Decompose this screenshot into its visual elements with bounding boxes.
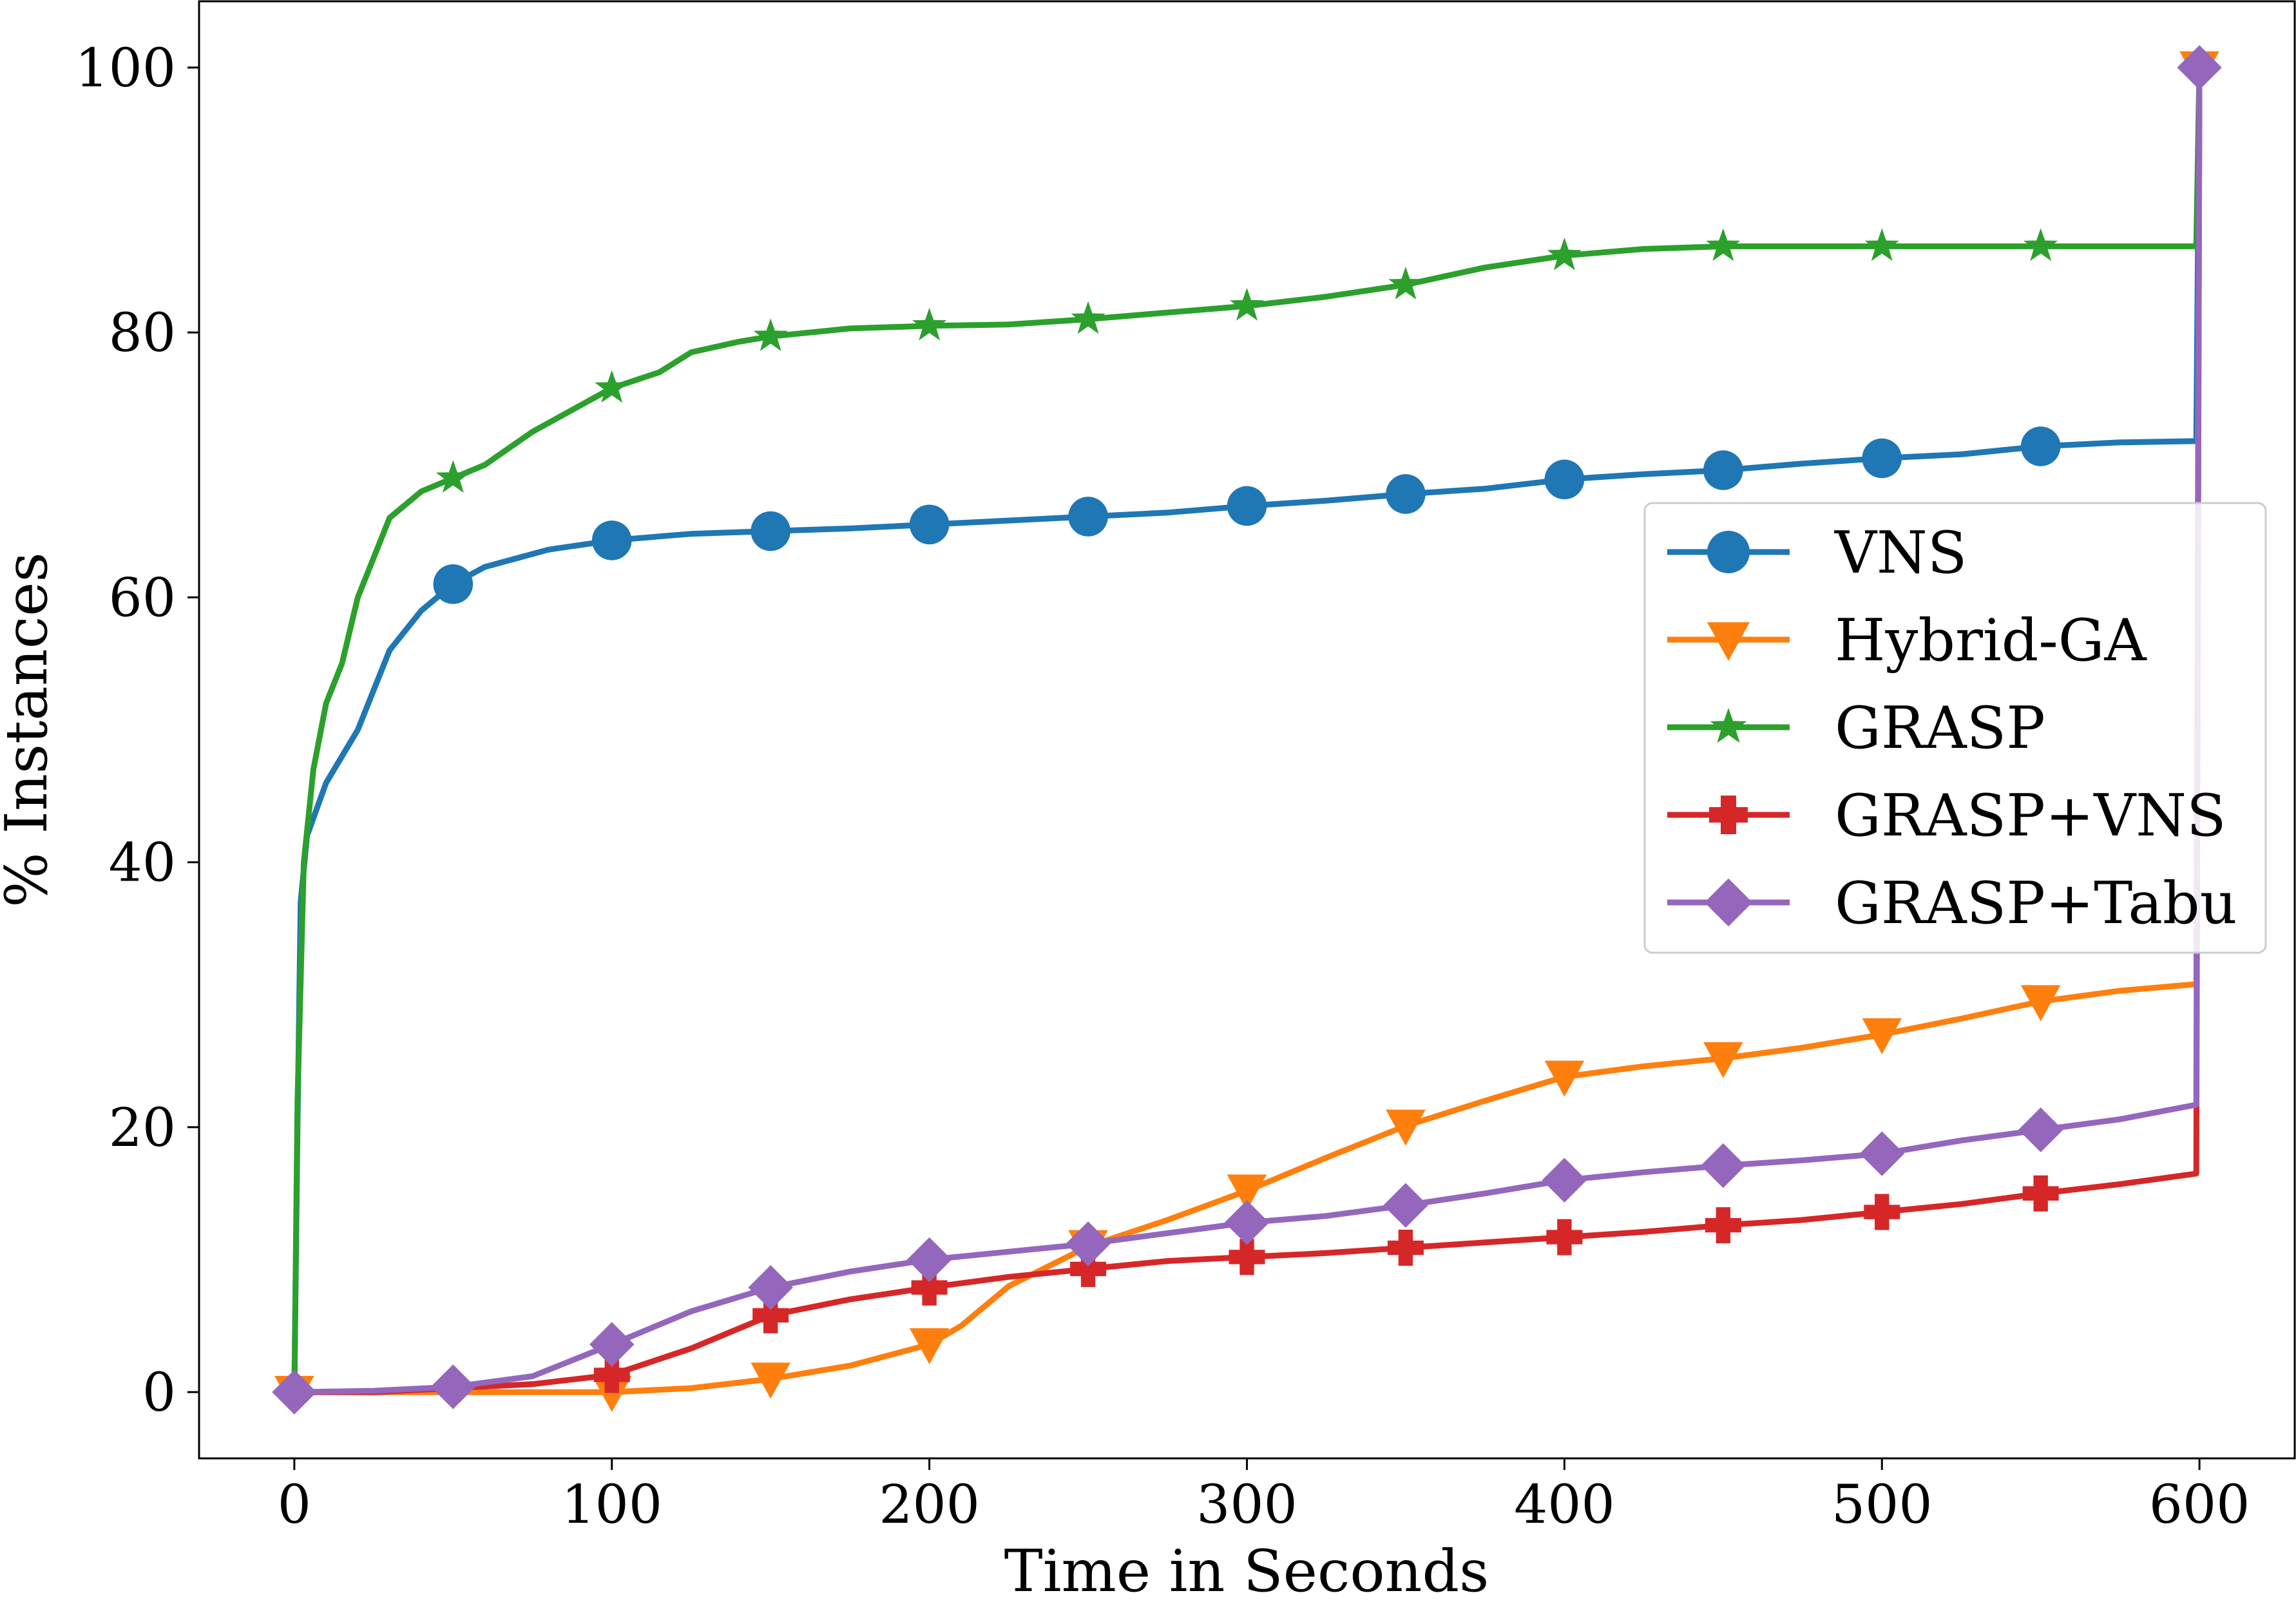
x-tick-label: 300 <box>1196 1474 1297 1536</box>
data-point-marker <box>1383 1183 1428 1228</box>
legend-entry: VNS <box>1667 519 1967 587</box>
data-point-marker <box>753 318 788 351</box>
data-point-marker <box>1544 1060 1585 1097</box>
data-point-marker <box>1387 1230 1424 1266</box>
y-tick-label: 60 <box>109 567 176 629</box>
data-point-marker <box>1859 1131 1904 1176</box>
data-point-marker <box>751 511 790 551</box>
x-tick-label: 0 <box>278 1474 311 1536</box>
legend-marker <box>1709 796 1748 834</box>
x-tick-label: 400 <box>1514 1474 1615 1536</box>
y-tick-label: 20 <box>109 1098 176 1159</box>
x-tick-label: 600 <box>2149 1474 2250 1536</box>
x-tick-label: 100 <box>561 1474 662 1536</box>
data-point-marker <box>909 504 950 545</box>
legend-marker <box>1710 708 1747 743</box>
y-tick-label: 40 <box>109 833 176 894</box>
data-point-marker <box>1862 438 1902 479</box>
y-axis: 0 20 40 60 80 100 <box>75 38 199 1424</box>
y-tick-label: 100 <box>75 38 176 99</box>
x-axis-label: Time in Seconds <box>1004 1538 1489 1602</box>
data-point-marker <box>593 1357 630 1393</box>
x-tick-label: 200 <box>879 1474 980 1536</box>
data-point-marker <box>433 564 474 604</box>
legend-label: VNS <box>1834 519 1967 587</box>
data-point-marker <box>1542 1158 1587 1203</box>
series-grasp-tabu <box>272 45 2222 1415</box>
y-tick-label: 0 <box>142 1362 176 1424</box>
legend-entry: GRASP <box>1667 694 2045 762</box>
data-point-marker <box>1386 474 1426 514</box>
x-tick-label: 500 <box>1832 1474 1933 1536</box>
series-vns <box>291 67 2203 1393</box>
data-point-marker <box>911 1269 948 1306</box>
legend-label: GRASP+VNS <box>1835 782 2226 850</box>
data-point-marker <box>1070 1250 1107 1287</box>
data-point-marker <box>751 1362 790 1399</box>
data-point-marker <box>1227 486 1267 526</box>
legend-entry: Hybrid-GA <box>1667 607 2147 674</box>
x-axis: 0 100 200 300 400 500 600 <box>278 1458 2250 1536</box>
data-point-marker <box>1864 1194 1900 1230</box>
data-point-marker <box>2177 45 2222 90</box>
legend-entry: GRASP+Tabu <box>1667 870 2237 937</box>
legend-marker <box>1704 878 1753 927</box>
data-point-marker <box>1703 450 1743 490</box>
legend-label: GRASP <box>1835 694 2045 762</box>
data-point-marker <box>1862 1018 1902 1054</box>
data-point-marker <box>1386 1109 1426 1146</box>
data-point-marker <box>1544 459 1585 500</box>
legend: VNS Hybrid-GA GRASP GRASP+VNS GRASP+Tabu <box>1643 502 2267 954</box>
data-point-marker <box>1864 228 1899 262</box>
series-grasp-vns <box>294 67 2203 1395</box>
data-point-marker <box>1066 1221 1111 1266</box>
y-axis-label: % Instances <box>0 552 61 907</box>
data-point-marker <box>1703 1042 1743 1078</box>
data-point-marker <box>2022 1175 2059 1212</box>
data-point-marker <box>2023 228 2058 262</box>
data-point-marker <box>1068 497 1108 537</box>
data-point-marker <box>272 1369 317 1415</box>
data-point-marker <box>1229 1239 1265 1275</box>
data-point-marker <box>2018 1107 2063 1152</box>
legend-label: GRASP+Tabu <box>1835 870 2237 937</box>
legend-entry: GRASP+VNS <box>1667 782 2226 850</box>
legend-marker <box>1707 622 1750 661</box>
data-point-marker <box>1071 301 1105 334</box>
data-point-marker <box>1229 288 1265 321</box>
legend-box <box>1643 502 2267 954</box>
data-point-marker <box>595 370 629 403</box>
plot-area <box>272 45 2222 1415</box>
legend-marker <box>1707 531 1750 573</box>
data-point-marker <box>591 1375 632 1412</box>
data-point-marker <box>906 1237 952 1283</box>
data-point-marker <box>1227 1174 1267 1211</box>
data-point-marker <box>1701 1143 1746 1188</box>
data-point-marker <box>589 1322 635 1367</box>
data-point-marker <box>1706 228 1741 262</box>
series-line <box>291 67 2203 1393</box>
legend-label: Hybrid-GA <box>1835 607 2147 674</box>
data-point-marker <box>752 1297 789 1333</box>
data-point-marker <box>591 520 632 560</box>
data-point-marker <box>2020 426 2061 466</box>
data-point-marker <box>430 1364 476 1409</box>
data-point-marker <box>435 460 470 493</box>
data-point-marker <box>909 1328 950 1364</box>
data-point-marker <box>1705 1207 1741 1244</box>
data-point-marker <box>1546 1219 1583 1255</box>
data-point-marker <box>1547 237 1582 271</box>
data-point-marker <box>1224 1200 1270 1245</box>
data-point-marker <box>748 1265 793 1310</box>
data-point-marker <box>1388 267 1423 300</box>
data-point-marker <box>2020 985 2061 1022</box>
series-grasp <box>291 67 2203 1393</box>
series-line <box>291 67 2203 1393</box>
y-tick-label: 80 <box>109 303 176 364</box>
data-point-marker <box>912 307 947 341</box>
